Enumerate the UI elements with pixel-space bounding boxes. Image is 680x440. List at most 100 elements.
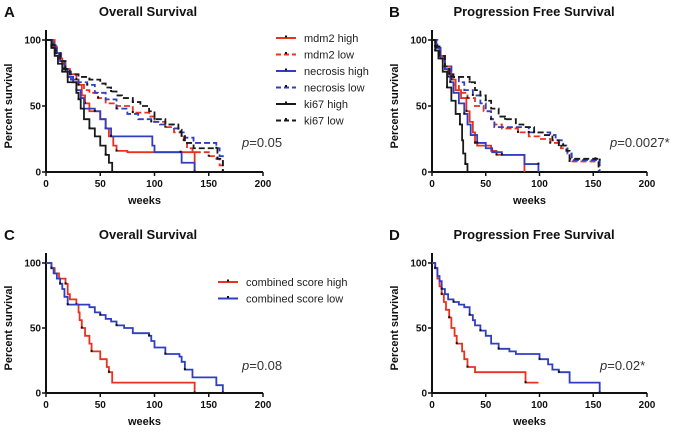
censor-mark — [466, 365, 469, 368]
panel-b: B Progression Free Survival 0 50 100 150 200 0 5… — [389, 4, 670, 207]
censor-mark — [93, 109, 96, 112]
censor-mark — [463, 112, 466, 115]
x-axis-label: weeks — [127, 416, 161, 428]
p-value: p=0.08 — [241, 358, 282, 373]
x-tick-label: 100 — [146, 179, 163, 190]
censor-mark — [183, 368, 186, 371]
censor-mark — [490, 117, 493, 120]
censor-mark — [50, 46, 53, 49]
legend-item: combined score low — [218, 294, 343, 306]
censor-mark — [557, 144, 560, 147]
x-tick-label: 50 — [95, 179, 107, 190]
chart-title: Overall Survival — [99, 4, 197, 19]
censor-mark — [471, 93, 474, 96]
p-value-number: =0.05 — [249, 135, 282, 150]
censor-mark — [84, 101, 87, 104]
censor-mark — [88, 126, 91, 129]
censor-mark — [484, 99, 487, 102]
censor-mark — [466, 96, 469, 99]
censor-mark — [75, 78, 78, 81]
x-tick-label: 150 — [200, 400, 217, 411]
censor-mark — [131, 111, 134, 114]
x-tick-label: 50 — [480, 179, 492, 190]
y-tick-label: 0 — [35, 389, 41, 400]
y-tick-label: 100 — [410, 259, 427, 270]
y-tick-label: 50 — [416, 102, 428, 113]
legend-label: necrosis low — [304, 83, 365, 95]
censor-mark — [557, 370, 560, 373]
p-value: p=0.05 — [241, 135, 282, 150]
series-line-mdm2-low — [432, 39, 600, 172]
censor-mark — [215, 146, 218, 149]
legend-item: necrosis low — [276, 83, 365, 95]
censor-mark — [77, 83, 80, 86]
panel-a: A Overall Survival 0 50 100 150 200 0 50 100 weeks… — [3, 4, 282, 207]
censor-mark — [182, 138, 185, 141]
panel-c: C Overall Survival 0 50 100 150 200 0 50 100 weeks… — [3, 227, 282, 428]
legend-item: mdm2 high — [276, 33, 358, 45]
censor-mark — [450, 75, 453, 78]
p-value-number: =0.02* — [607, 358, 645, 373]
chart-title: Progression Free Survival — [453, 227, 614, 242]
y-tick-label: 100 — [24, 36, 41, 47]
censor-mark — [50, 266, 53, 269]
legend-label: mdm2 low — [304, 50, 354, 62]
censor-mark — [533, 130, 536, 133]
series-line-combined-score-high — [432, 262, 539, 384]
censor-mark — [115, 107, 118, 110]
series-line-combined-score-low — [432, 262, 601, 393]
series-line-combined-score-high — [46, 262, 196, 393]
censor-mark — [598, 391, 601, 394]
series-line-necrosis-high — [46, 39, 196, 172]
censor-mark — [179, 150, 182, 153]
legend-item: ki67 low — [276, 116, 344, 128]
censor-mark — [450, 78, 453, 81]
censor-mark — [207, 154, 210, 157]
censor-mark — [474, 141, 476, 144]
censor-mark — [50, 43, 53, 46]
censor-mark — [440, 287, 443, 290]
censor-mark — [150, 120, 153, 123]
censor-mark — [62, 67, 65, 70]
censor-mark — [440, 292, 443, 295]
censor-mark — [193, 170, 196, 173]
series-line-combined-score-low — [46, 262, 224, 393]
chart-title: Overall Survival — [99, 227, 197, 242]
series-line-ki67-low — [46, 39, 224, 172]
legend-top: mdm2 high mdm2 low necrosis high necrosis l… — [276, 33, 369, 128]
p-value-symbol: p — [241, 358, 249, 373]
censor-mark — [468, 80, 471, 83]
censor-mark — [568, 159, 571, 162]
x-tick-label: 100 — [146, 400, 163, 411]
censor-mark — [77, 97, 80, 100]
legend-bottom: combined score high combined score low — [218, 277, 348, 306]
y-axis-label: Percent survival — [389, 64, 401, 149]
p-value-symbol: p — [241, 135, 249, 150]
p-value-number: =0.0027* — [617, 135, 669, 150]
legend-marker — [227, 279, 229, 282]
censor-mark — [216, 157, 219, 160]
censor-mark — [504, 117, 507, 120]
y-tick-label: 100 — [410, 36, 427, 47]
panel-letter: A — [4, 4, 15, 21]
censor-mark — [88, 78, 91, 81]
censor-mark — [448, 316, 451, 319]
censor-mark — [468, 313, 471, 316]
censor-mark — [517, 130, 519, 133]
censor-mark — [115, 323, 118, 326]
legend-marker — [285, 52, 287, 54]
series-line-ki67-high — [432, 39, 469, 172]
x-tick-label: 150 — [585, 400, 602, 411]
y-tick-label: 50 — [30, 324, 42, 335]
x-tick-label: 200 — [255, 400, 272, 411]
censor-mark — [538, 357, 541, 360]
x-tick-label: 0 — [429, 400, 435, 411]
censor-mark — [86, 83, 89, 86]
x-tick-label: 0 — [43, 179, 49, 190]
legend-label: ki67 high — [304, 99, 348, 111]
censor-mark — [464, 162, 467, 165]
censor-mark — [479, 329, 482, 332]
legend-label: mdm2 high — [304, 33, 358, 45]
y-tick-label: 50 — [416, 324, 428, 335]
legend-marker — [285, 118, 287, 120]
